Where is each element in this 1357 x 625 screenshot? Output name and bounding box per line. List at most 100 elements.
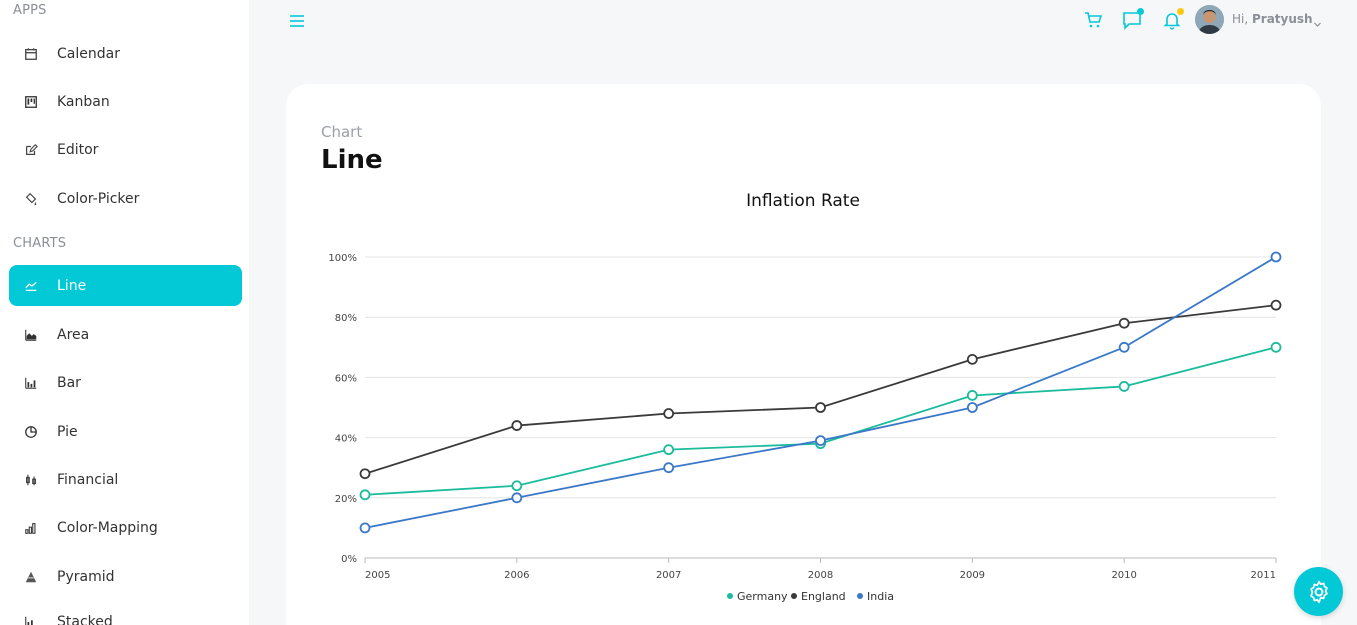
x-tick-label: 2011 [1251,570,1276,581]
x-tick-label: 2006 [504,570,529,581]
series-line [364,346,1277,496]
avatar[interactable] [1195,5,1224,34]
data-point[interactable] [663,408,675,419]
data-point[interactable] [815,402,826,413]
chart-card [286,84,1321,625]
gear-icon [1309,580,1328,603]
sidebar-item-area[interactable]: Area [9,314,242,355]
legend-label: England [801,590,846,603]
y-tick-label: 0% [341,554,357,565]
legend-label: India [867,590,894,603]
sidebar-item-label: Pyramid [57,568,115,585]
sidebar-item-label: Bar [57,374,81,391]
y-tick-label: 40% [335,434,357,445]
notification-unread-dot [1177,8,1184,15]
chat-button[interactable] [1122,8,1144,30]
sidebar-item-kanban[interactable]: Kanban [9,81,242,122]
kanban-icon [23,94,39,110]
user-name[interactable]: Pratyush [1252,12,1313,26]
paint-bucket-icon [23,191,39,207]
data-point[interactable] [1118,317,1130,329]
sidebar-item-label: Area [57,326,90,343]
x-tick-label: 2005 [365,570,390,581]
data-point[interactable] [1270,299,1282,311]
bell-icon [1163,13,1181,30]
sidebar-section-charts: CHARTS [13,236,67,251]
area-chart-icon [23,327,39,343]
data-point[interactable] [359,489,371,501]
cart-icon [1085,12,1103,28]
notification-button[interactable] [1162,8,1184,30]
settings-button[interactable] [1294,567,1343,616]
pie-chart-icon [23,424,39,440]
chevron-down-icon [1314,22,1321,27]
y-tick-label: 80% [335,313,357,324]
x-tick-label: 2008 [808,570,833,581]
sidebar-item-label: Color-Mapping [57,519,158,536]
bar-chart-icon [23,375,39,391]
line-chart-icon [23,278,39,294]
data-point[interactable] [1270,251,1282,263]
sidebar-item-label: Kanban [57,93,110,110]
sidebar-item-label: Pie [57,423,78,440]
data-point[interactable] [1118,341,1130,353]
hamburger-icon [290,15,304,27]
cart-button[interactable] [1083,10,1103,30]
profile-dropdown[interactable] [1313,14,1322,27]
legend-item-england[interactable]: England [791,590,846,603]
y-tick-label: 20% [335,494,357,505]
legend-marker [727,593,733,599]
series-india [359,251,1282,534]
menu-toggle-button[interactable] [288,12,306,30]
y-tick-label: 100% [328,253,357,264]
sidebar-item-bar[interactable]: Bar [9,362,242,403]
sidebar-item-color-picker[interactable]: Color-Picker [9,178,242,219]
page-category: Chart [321,123,363,141]
legend-marker [857,593,863,599]
x-tick-label: 2010 [1111,570,1136,581]
data-point[interactable] [815,435,826,447]
sidebar-item-calendar[interactable]: Calendar [9,33,242,74]
legend-item-india[interactable]: India [857,590,894,603]
series-england [359,299,1282,480]
data-point[interactable] [511,420,523,431]
x-tick-label: 2007 [656,570,681,581]
sidebar-item-label: Editor [57,141,99,158]
sidebar-item-editor[interactable]: Editor [9,129,242,170]
data-point[interactable] [966,402,978,413]
edit-icon [23,142,39,158]
y-tick-label: 60% [335,373,357,384]
data-point[interactable] [511,492,523,504]
stock-icon [23,472,39,488]
sidebar-item-pyramid[interactable]: Pyramid [9,556,242,597]
x-tick-label: 2009 [960,570,985,581]
legend-item-germany[interactable]: Germany [727,590,788,603]
data-point[interactable] [966,390,978,401]
data-point[interactable] [1270,341,1282,353]
chat-unread-dot [1137,8,1144,15]
chart-title: Inflation Rate [746,191,860,211]
sidebar: APPS Calendar Kanban Editor Color-Picker… [0,0,249,625]
page-title: Line [321,145,383,175]
sidebar-item-line[interactable]: Line [9,265,242,306]
sidebar-item-financial[interactable]: Financial [9,459,242,500]
legend-marker [791,593,797,599]
data-point[interactable] [663,462,675,474]
data-point[interactable] [359,468,371,480]
data-point[interactable] [966,353,978,365]
sidebar-section-apps: APPS [13,3,47,18]
series-germany [359,341,1282,501]
data-point[interactable] [663,444,675,456]
data-point[interactable] [1118,381,1130,392]
sidebar-item-pie[interactable]: Pie [9,411,242,452]
sidebar-item-label: Stacked [57,613,113,625]
data-point[interactable] [359,522,371,534]
user-avatar-image [1195,5,1224,34]
greeting-text: Hi, [1232,12,1249,26]
sidebar-item-color-mapping[interactable]: Color-Mapping [9,507,242,548]
color-mapping-icon [23,520,39,536]
sidebar-item-label: Color-Picker [57,190,140,207]
line-chart: Inflation Rate 0% 20% 40% 60% 80% 100% 2005 20… [328,191,1282,603]
data-point[interactable] [511,480,523,492]
sidebar-item-stacked[interactable]: Stacked [9,601,242,625]
